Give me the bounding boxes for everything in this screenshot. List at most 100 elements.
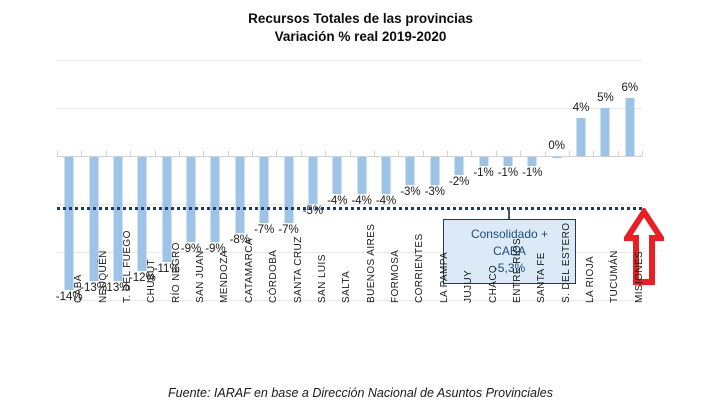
bar-value-label: -11% — [153, 262, 180, 275]
gridline — [57, 60, 642, 61]
bar-slot: -4% — [325, 60, 349, 300]
bar-value-label: -1% — [497, 166, 519, 179]
axis-tick — [495, 151, 497, 156]
bar-value-label: -13% — [80, 281, 107, 294]
axis-tick — [398, 151, 400, 156]
category-label: CHUBUT — [146, 258, 158, 303]
axis-tick — [422, 151, 424, 156]
bar-value-label: 4% — [572, 101, 590, 114]
chart-title: Recursos Totales de las provincias Varia… — [0, 10, 721, 46]
bar-value-label: -9% — [205, 243, 226, 256]
bar-value-label: -1% — [522, 166, 543, 179]
bar[interactable] — [503, 156, 513, 166]
bar-slot: -14% — [56, 60, 83, 303]
bar[interactable] — [186, 156, 196, 243]
category-label: MENDOZA — [219, 250, 231, 303]
category-label: TUCUMÁN — [609, 250, 621, 303]
category-label: T. DEL FUEGO — [121, 230, 133, 303]
bar[interactable] — [527, 156, 537, 166]
callout-consolidado: Consolidado + CABA -5,3% — [443, 219, 576, 284]
bar-slot: -13% — [80, 60, 107, 300]
bar-slot: 6% — [618, 60, 642, 300]
bar[interactable] — [430, 156, 440, 185]
callout-connector-line — [508, 206, 510, 219]
bar-slot: -7% — [276, 60, 300, 300]
bar-value-label: -3% — [400, 185, 421, 198]
bar-slot: -2% — [447, 60, 471, 300]
bar-slot: -3% — [398, 60, 422, 300]
axis-tick — [471, 151, 473, 156]
chart-title-line-2: Variación % real 2019-2020 — [274, 29, 447, 44]
bar-slot: -8% — [228, 60, 252, 300]
category-axis-labels: CABA NEUQUÉN T. DEL FUEGO CHUBUT RÍO NEGRO SA… — [57, 223, 645, 383]
bar-slot: 5% — [593, 60, 617, 300]
bar-value-label: -7% — [253, 224, 275, 237]
axis-tick — [373, 151, 375, 156]
category-label: LA PAMPA — [438, 251, 450, 303]
bar[interactable] — [381, 156, 391, 195]
category-label: CABA — [73, 274, 85, 303]
axis-tick — [568, 151, 570, 156]
bar-slot: -9% — [179, 60, 203, 300]
category-label: RÍO NEGRO — [170, 242, 182, 303]
bar-slot: -12% — [128, 60, 156, 300]
bar-value-label: -12% — [128, 272, 156, 285]
category-label: ENTRE RÍOS — [511, 237, 523, 303]
axis-tick — [130, 151, 132, 156]
category-label: SAN JUAN — [195, 250, 207, 303]
bar-value-label: 13% — [106, 281, 130, 294]
gridline — [57, 300, 642, 301]
category-label: CÓRDOBA — [268, 249, 280, 303]
bar-value-label: -7% — [278, 224, 299, 237]
bar[interactable] — [600, 108, 610, 156]
bar[interactable] — [405, 156, 415, 185]
bar-value-label: -8% — [229, 233, 251, 246]
bar[interactable] — [113, 156, 123, 281]
axis-tick — [447, 151, 448, 156]
bar-slot: -4% — [374, 60, 398, 300]
axis-tick — [276, 151, 278, 156]
bar[interactable] — [235, 156, 245, 233]
category-label: S. DEL ESTERO — [560, 222, 572, 303]
axis-tick — [252, 151, 253, 156]
bar[interactable] — [357, 156, 367, 195]
bar-slot: -1% — [496, 60, 520, 300]
category-label: CATAMARCA — [243, 238, 255, 303]
bar[interactable] — [332, 156, 342, 195]
category-label: FORMOSA — [390, 249, 402, 303]
bar[interactable] — [284, 156, 294, 224]
gridline — [57, 108, 642, 109]
source-footer: Fuente: IARAF en base a Dirección Nacion… — [168, 386, 553, 400]
bar[interactable] — [308, 156, 318, 204]
bar[interactable] — [454, 156, 464, 176]
reference-line — [57, 206, 642, 210]
bar[interactable] — [259, 156, 269, 224]
bar[interactable] — [625, 98, 635, 156]
bar[interactable] — [210, 156, 220, 243]
bar[interactable] — [576, 117, 586, 156]
callout-value: -5,3% — [493, 261, 526, 275]
bar[interactable] — [64, 156, 74, 291]
axis-tick — [227, 151, 229, 156]
bar-slot: -4% — [350, 60, 374, 300]
category-label: CORRIENTES — [414, 233, 426, 303]
bar-value-label: -1% — [473, 166, 494, 179]
axis-tick — [593, 151, 595, 156]
bar-value-label: -4% — [375, 195, 397, 208]
bar-value-label: 5% — [597, 92, 614, 104]
axis-tick — [178, 151, 180, 156]
bar-value-label: 6% — [621, 82, 639, 95]
bar[interactable] — [89, 156, 99, 281]
axis-tick — [57, 151, 58, 156]
axis-tick — [154, 151, 156, 156]
bar-slot: 13% — [106, 60, 130, 300]
bar-value-label: -14% — [55, 291, 83, 304]
red-up-arrow-icon — [621, 206, 667, 293]
category-label: JUJUY — [463, 269, 475, 303]
bar-value-label: -2% — [448, 176, 470, 189]
bar[interactable] — [479, 156, 489, 166]
bar[interactable] — [137, 156, 147, 272]
axis-tick — [349, 151, 351, 156]
bar-slot: -1% — [471, 60, 495, 300]
